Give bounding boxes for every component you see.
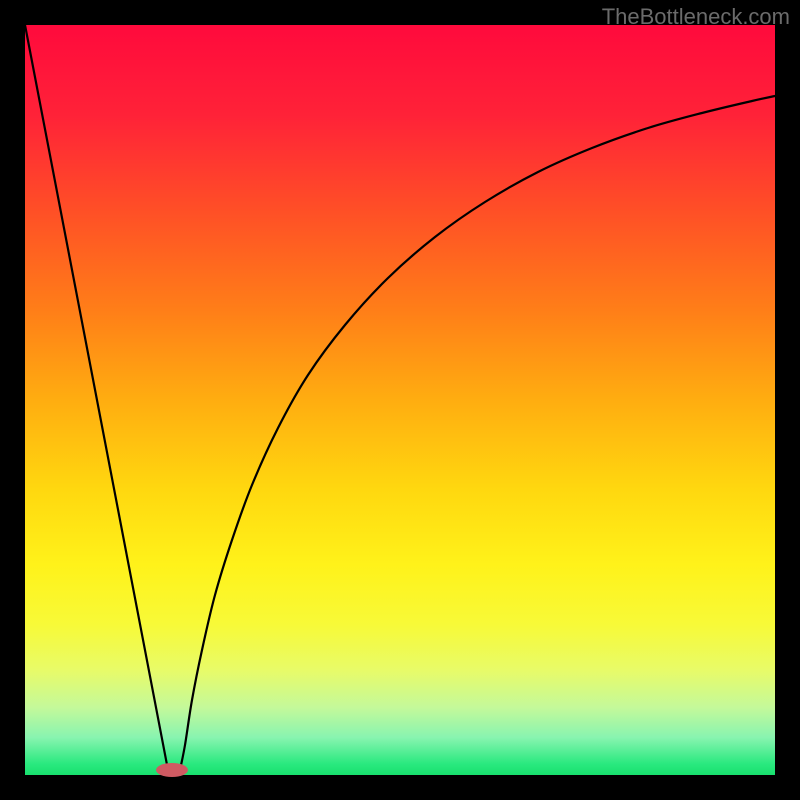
bottleneck-chart: TheBottleneck.com (0, 0, 800, 800)
valley-marker (156, 763, 188, 777)
watermark-text: TheBottleneck.com (602, 4, 790, 30)
chart-svg (0, 0, 800, 800)
plot-background (25, 25, 775, 775)
